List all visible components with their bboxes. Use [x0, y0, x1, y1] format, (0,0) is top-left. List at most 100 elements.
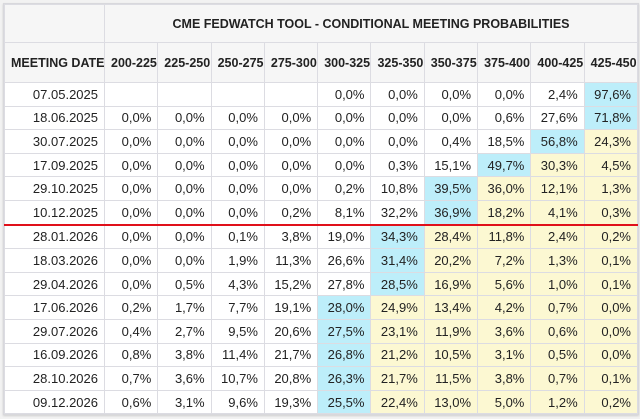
probability-cell: 3,1%: [477, 342, 532, 368]
table-row: 29.10.2025 0,0% 0,0% 0,0% 0,0% 0,2% 10,8% 39,5%…: [4, 176, 639, 201]
meeting-date-cell: 29.07.2026: [4, 318, 105, 344]
probability-cell: 12,1%: [530, 176, 585, 201]
column-header-rate-425-450: 425-450: [583, 42, 639, 83]
probability-cell: 0,0%: [583, 318, 639, 344]
probability-cell: 4,5%: [583, 152, 639, 178]
probability-cell: 0,0%: [210, 152, 265, 178]
probability-cell: 0,0%: [103, 199, 159, 226]
probability-cell: 0,5%: [530, 342, 585, 368]
probability-cell: [210, 82, 265, 107]
probability-cell: 20,6%: [263, 318, 319, 344]
probability-cell: 34,3%: [370, 224, 425, 250]
probability-cell: 11,4%: [210, 342, 265, 368]
probability-cell: 20,2%: [423, 248, 479, 273]
meeting-date-cell: 28.10.2026: [4, 366, 105, 391]
probability-cell: 13,0%: [423, 389, 479, 415]
probability-cell: 0,1%: [583, 248, 639, 273]
probability-cell: 0,0%: [210, 176, 265, 201]
probability-cell: 3,1%: [157, 389, 212, 415]
probability-cell: 0,0%: [103, 176, 159, 201]
probability-cell: [263, 82, 319, 107]
probability-cell: 25,5%: [317, 389, 372, 415]
probability-cell: 7,2%: [477, 248, 532, 273]
probability-cell: 0,0%: [423, 105, 479, 131]
probability-cell: 0,6%: [477, 105, 532, 131]
probability-cell: 0,1%: [583, 366, 639, 391]
probability-cell: 32,2%: [370, 199, 425, 226]
probability-cell: 31,4%: [370, 248, 425, 273]
column-header-rate-325-350: 325-350: [370, 42, 425, 83]
probability-cell: 1,3%: [530, 248, 585, 273]
meeting-date-cell: 18.03.2026: [4, 248, 105, 273]
probability-cell: 9,5%: [210, 318, 265, 344]
probability-cell: 0,0%: [317, 105, 372, 131]
meeting-date-cell: 07.05.2025: [4, 82, 105, 107]
probability-cell: 0,0%: [103, 271, 159, 297]
probability-cell: 11,8%: [477, 224, 532, 250]
column-header-rate-350-375: 350-375: [423, 42, 479, 83]
probability-cell: 0,2%: [263, 199, 319, 226]
meeting-date-cell: 09.12.2026: [4, 389, 105, 415]
column-header-rate-300-325: 300-325: [317, 42, 372, 83]
probability-cell: 0,0%: [210, 199, 265, 226]
meeting-date-cell: 29.04.2026: [4, 271, 105, 297]
meeting-date-cell: 18.06.2025: [4, 105, 105, 131]
probability-cell: 0,6%: [530, 318, 585, 344]
probability-cell: 5,0%: [477, 389, 532, 415]
table-row: 17.06.2026 0,2% 1,7% 7,7% 19,1% 28,0% 24,9% 13,…: [4, 295, 639, 320]
probability-cell: 0,0%: [210, 105, 265, 131]
probability-cell: 7,7%: [210, 295, 265, 320]
probability-cell: 11,3%: [263, 248, 319, 273]
column-header-rate-375-400: 375-400: [477, 42, 532, 83]
probability-cell: 2,7%: [157, 318, 212, 344]
probability-cell: 0,4%: [423, 129, 479, 154]
probability-cell: 2,4%: [530, 224, 585, 250]
column-header-row: MEETING DATE 200-225 225-250 250-275 275-300…: [4, 42, 639, 83]
probability-cell: [157, 82, 212, 107]
probability-cell: 0,4%: [103, 318, 159, 344]
probability-cell: 28,0%: [317, 295, 372, 320]
probability-cell: 0,0%: [157, 176, 212, 201]
table-row: 10.12.2025 0,0% 0,0% 0,0% 0,2% 8,1% 32,2% 36,9%…: [4, 199, 639, 226]
probability-cell: 0,2%: [583, 224, 639, 250]
probability-cell: 11,5%: [423, 366, 479, 391]
table-row: 18.03.2026 0,0% 0,0% 1,9% 11,3% 26,6% 31,4% 20,…: [4, 248, 639, 273]
probability-cell: 0,2%: [583, 389, 639, 415]
probability-cell: 3,8%: [263, 224, 319, 250]
probability-cell: 13,4%: [423, 295, 479, 320]
probability-cell: 30,3%: [530, 152, 585, 178]
probability-cell: 19,1%: [263, 295, 319, 320]
table-row: 18.06.2025 0,0% 0,0% 0,0% 0,0% 0,0% 0,0% 0,0% 0,…: [4, 105, 639, 131]
probability-cell: 36,9%: [423, 199, 479, 226]
fedwatch-table-panel: CME FEDWATCH TOOL - CONDITIONAL MEETING …: [3, 3, 639, 416]
probability-cell: 26,6%: [317, 248, 372, 273]
table-title: CME FEDWATCH TOOL - CONDITIONAL MEETING …: [104, 4, 638, 43]
probability-cell: 0,0%: [583, 342, 639, 368]
probability-cell: 4,3%: [210, 271, 265, 297]
probability-cell: 0,0%: [210, 129, 265, 154]
table-row: 09.12.2026 0,6% 3,1% 9,6% 19,3% 25,5% 22,4% 13,…: [4, 389, 639, 415]
table-row: 28.10.2026 0,7% 3,6% 10,7% 20,8% 26,3% 21,7% 11…: [4, 366, 639, 391]
probability-cell: 0,0%: [157, 224, 212, 250]
table-row: 28.01.2026 0,0% 0,0% 0,1% 3,8% 19,0% 34,3% 28,4…: [4, 224, 639, 250]
probability-cell: 0,0%: [317, 129, 372, 154]
meeting-date-cell: 30.07.2025: [4, 129, 105, 154]
probability-cell: 0,0%: [370, 105, 425, 131]
probability-cell: 19,3%: [263, 389, 319, 415]
probability-cell: 1,7%: [157, 295, 212, 320]
probability-cell: 26,3%: [317, 366, 372, 391]
probability-cell: 10,7%: [210, 366, 265, 391]
probability-cell: 1,9%: [210, 248, 265, 273]
probability-cell: 27,8%: [317, 271, 372, 297]
probability-cell: 11,9%: [423, 318, 479, 344]
table-row: 07.05.2025 0,0% 0,0% 0,0% 0,0% 2,4% 97,6%: [4, 82, 639, 107]
corner-cell: [4, 4, 105, 43]
probability-cell: 21,7%: [263, 342, 319, 368]
probability-cell: 0,7%: [103, 366, 159, 391]
table-row: 16.09.2026 0,8% 3,8% 11,4% 21,7% 26,8% 21,2% 10…: [4, 342, 639, 368]
probability-cell: 22,4%: [370, 389, 425, 415]
probability-cell: 0,0%: [103, 248, 159, 273]
probability-cell: 28,5%: [370, 271, 425, 297]
probability-cell: 0,0%: [103, 129, 159, 154]
probability-cell: 71,8%: [583, 105, 639, 131]
